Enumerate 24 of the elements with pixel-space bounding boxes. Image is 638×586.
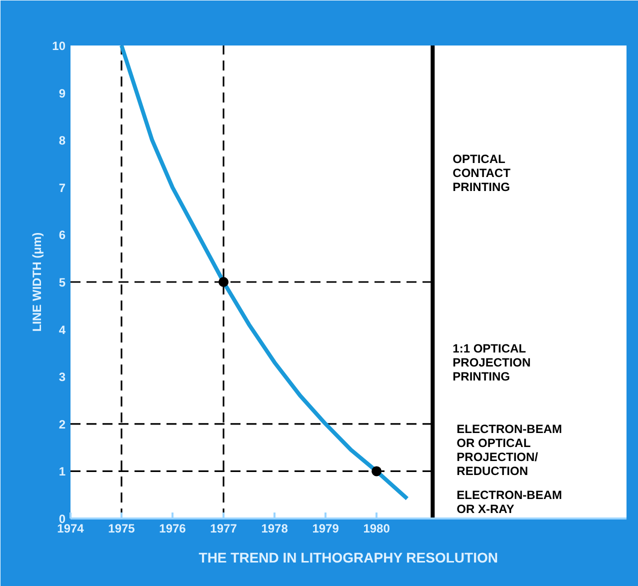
y-tick-label: 8 <box>58 134 66 148</box>
y-tick-label: 1 <box>58 464 66 479</box>
y-axis-title: LINE WIDTH (μm) <box>30 232 44 332</box>
y-tick-label: 3 <box>58 370 66 384</box>
x-tick-label: 1974 <box>57 522 84 536</box>
y-tick-label: 4 <box>58 322 66 337</box>
x-tick-label: 1976 <box>159 522 186 536</box>
y-tick-label: 2 <box>58 417 66 432</box>
annotation: ELECTRON-BEAM OR OPTICAL PROJECTION/ REDUCTION <box>456 422 562 478</box>
annotation: ELECTRON-BEAM OR X-RAY <box>456 488 562 516</box>
text: THE TREND IN LITHOGRAPHY RESOLUTION <box>198 550 498 566</box>
line-series <box>120 46 410 501</box>
x-tick-label: 1980 <box>363 522 390 536</box>
y-tick-label: 10 <box>52 39 66 53</box>
x-tick-label: 1977 <box>210 522 238 536</box>
annotation: 1:1 OPTICAL PROJECTION PRINTING <box>452 341 531 384</box>
y-tick-label: 6 <box>58 228 66 242</box>
y-tick-label: 9 <box>58 86 66 100</box>
annotation: OPTICAL CONTACT PRINTING <box>452 152 512 194</box>
x-tick-label: 1975 <box>108 522 136 536</box>
y-tick-label: 5 <box>58 276 66 290</box>
x-tick-label: 1979 <box>312 522 340 536</box>
x-tick-label: 1978 <box>261 522 288 536</box>
y-tick-label: 7 <box>58 180 66 195</box>
